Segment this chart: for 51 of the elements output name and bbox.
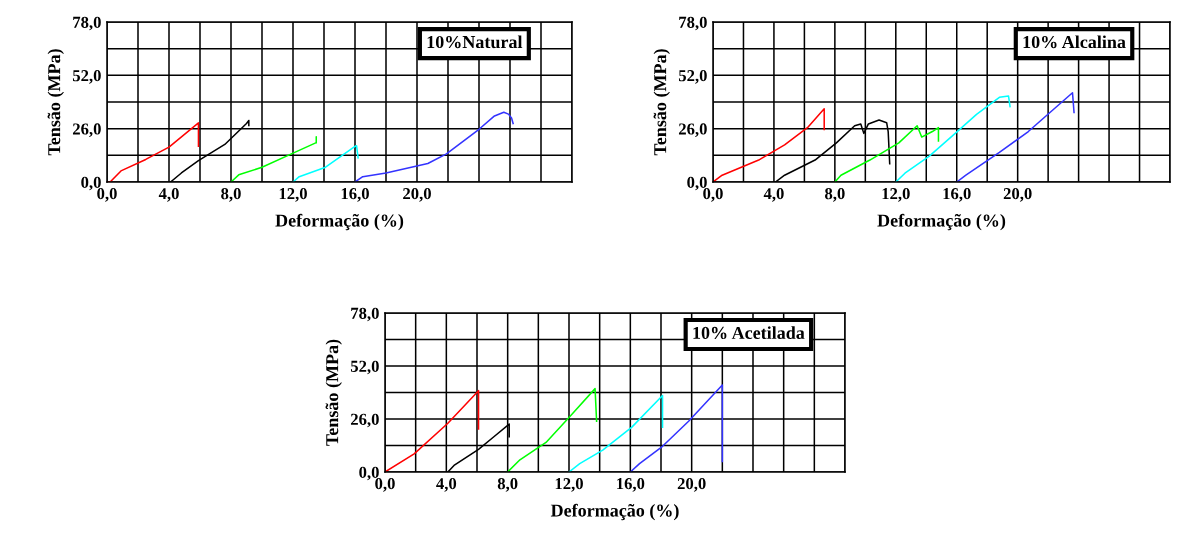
y-tick-label: 78,0 [351, 307, 379, 322]
x-tick-label: 8,0 [825, 188, 845, 202]
x-tick-label: 0,0 [97, 188, 117, 202]
x-tick-label: 16,0 [943, 188, 971, 202]
line-series [895, 95, 1011, 182]
line-series [834, 125, 940, 182]
line-series [292, 144, 359, 182]
line-series [354, 111, 514, 182]
y-tick-label: 26,0 [72, 123, 101, 138]
x-axis-title: Deformação (%) [877, 213, 1006, 231]
x-tick-label: 12,0 [882, 188, 910, 202]
line-series [568, 394, 664, 472]
x-tick-label: 16,0 [617, 478, 645, 492]
y-tick-label: 0,0 [81, 176, 101, 191]
x-tick-label: 20,0 [1003, 188, 1032, 202]
y-tick-label: 26,0 [678, 123, 707, 138]
y-tick-label: 52,0 [72, 70, 101, 84]
y-axis-title: Tensão (MPa) [653, 49, 670, 156]
text: 10%Natural [427, 35, 523, 49]
text: 10% Acetilada [693, 326, 805, 340]
line-series [713, 108, 825, 182]
x-tick-label: 8,0 [497, 478, 518, 492]
x-axis-title: Deformação (%) [275, 213, 404, 231]
text: 10% Alcalina [1023, 35, 1126, 49]
x-tick-label: 4,0 [763, 188, 784, 202]
line-series [955, 92, 1075, 182]
x-axis-title: Deformação (%) [550, 503, 679, 521]
x-tick-label: 4,0 [436, 478, 457, 492]
x-tick-label: 20,0 [677, 478, 706, 492]
y-tick-label: 52,0 [350, 360, 379, 375]
y-axis-title: Tensão (MPa) [47, 49, 64, 156]
line-series [107, 122, 200, 182]
x-tick-label: 4,0 [158, 188, 179, 202]
x-tick-label: 12,0 [279, 188, 307, 202]
x-tick-label: 8,0 [221, 188, 241, 202]
y-tick-label: 78,0 [679, 16, 707, 31]
x-tick-label: 0,0 [375, 478, 395, 492]
y-tick-label: 52,0 [678, 70, 707, 84]
y-tick-label: 0,0 [359, 466, 379, 481]
line-series [629, 384, 724, 472]
y-axis-title: Tensão (MPa) [325, 339, 342, 446]
line-series [385, 389, 480, 472]
y-tick-label: 78,0 [73, 16, 101, 31]
y-tick-label: 26,0 [350, 413, 379, 428]
line-series [506, 387, 598, 472]
x-tick-label: 20,0 [403, 188, 431, 202]
line-series [230, 136, 318, 182]
x-tick-label: 0,0 [703, 188, 723, 202]
x-tick-label: 16,0 [341, 188, 369, 202]
x-tick-label: 12,0 [555, 478, 583, 492]
y-tick-label: 0,0 [687, 176, 707, 191]
